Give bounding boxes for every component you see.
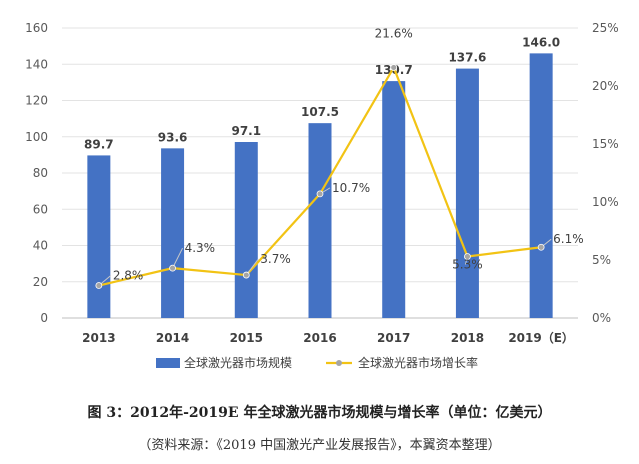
right-tick-label: 10% [592,195,619,209]
bar [161,148,185,318]
right-tick-label: 15% [592,137,619,151]
bar [87,155,111,318]
x-tick-label: 2019（E） [508,330,574,345]
left-tick-label: 40 [33,239,48,253]
x-axis-ticks: 2013 2014 2015 2016 2017 2018 2019（E） [82,330,574,345]
line-value-label: 3.7% [260,252,291,266]
left-tick-label: 60 [33,202,48,216]
line-point [464,253,471,260]
legend-bar-label: 全球激光器市场规模 [184,355,292,370]
figure-source: （资料来源：《2019 中国激光产业发展报告》，本翼资本整理） [138,438,501,453]
line-point [95,282,103,289]
x-tick-label: 2014 [156,331,189,345]
line-point [390,64,398,71]
line-value-label: 2.8% [113,269,144,283]
legend-bar-swatch [156,358,180,368]
right-tick-label: 25% [592,21,619,35]
x-tick-label: 2016 [303,331,336,345]
left-tick-label: 0 [40,311,48,325]
right-tick-label: 0% [592,311,611,325]
legend-line-label: 全球激光器市场增长率 [358,355,478,370]
figure-caption: 图 3：2012年-2019E 年全球激光器市场规模与增长率（单位：亿美元） [87,405,552,421]
line-point [316,190,324,198]
x-tick-label: 2015 [230,331,263,345]
x-tick-label: 2017 [377,331,410,345]
line-point [537,243,545,251]
bar-series [87,53,553,318]
bar-value-label: 89.7 [84,137,114,151]
left-tick-label: 120 [25,94,48,108]
bar-value-label: 137.6 [448,51,486,65]
bar [455,68,479,318]
left-tick-label: 160 [25,21,48,35]
bar [234,142,258,318]
legend-line-marker [336,360,342,366]
bar-value-label: 97.1 [231,124,261,138]
left-tick-label: 100 [25,130,48,144]
line-value-label: 10.7% [332,181,370,195]
right-tick-label: 20% [592,79,619,93]
right-axis-ticks: 0% 5% 10% 15% 20% 25% [592,21,619,325]
bar [382,81,406,318]
legend: 全球激光器市场规模 全球激光器市场增长率 [156,355,478,370]
left-tick-label: 140 [25,57,48,71]
chart: 0 20 40 60 80 100 120 140 160 0% 5% 10% 15% 20% 25% 8… [25,21,619,370]
line-point [169,264,176,272]
right-tick-label: 5% [592,253,611,267]
leader-line [172,247,184,269]
line-value-label: 21.6% [375,26,413,40]
left-axis-ticks: 0 20 40 60 80 100 120 140 160 [25,21,48,325]
line-series: 2.8% 4.3% 3.7% 10.7% 21.6% 5.3% 6.1% [95,26,584,289]
bar [529,53,553,318]
left-tick-label: 20 [33,275,48,289]
bar-value-label: 93.6 [158,130,188,144]
x-tick-label: 2013 [82,331,115,345]
bar-value-label: 107.5 [301,105,339,119]
bar-value-label: 146.0 [522,35,560,49]
line-value-label: 6.1% [553,232,584,246]
line-value-label: 5.3% [452,258,483,272]
line-point [242,271,250,279]
line-value-label: 4.3% [185,241,216,255]
left-tick-label: 80 [33,166,48,180]
x-tick-label: 2018 [451,331,484,345]
bar [308,123,332,318]
